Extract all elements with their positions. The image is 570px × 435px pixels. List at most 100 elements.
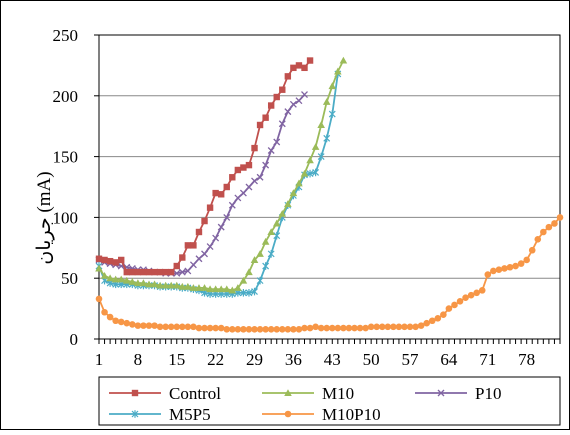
data-point-m5p5 bbox=[328, 110, 336, 118]
data-point-control bbox=[95, 255, 103, 262]
data-point-m10p10 bbox=[412, 323, 419, 331]
data-point-m10p10 bbox=[517, 260, 525, 267]
data-point-m10 bbox=[145, 280, 153, 288]
data-point-m10p10 bbox=[201, 324, 208, 332]
data-point-m10p10 bbox=[290, 325, 297, 333]
data-point-control bbox=[206, 204, 214, 211]
data-point-p10 bbox=[206, 243, 214, 251]
data-point-m10 bbox=[95, 264, 103, 272]
data-point-m10p10 bbox=[328, 324, 336, 332]
x-tick-label: 64 bbox=[440, 350, 458, 369]
data-point-m10 bbox=[261, 237, 270, 245]
data-point-m10p10 bbox=[490, 267, 497, 275]
data-point-control bbox=[201, 217, 208, 225]
data-point-p10 bbox=[284, 108, 292, 116]
data-point-m10p10 bbox=[206, 324, 214, 332]
data-point-m10p10 bbox=[112, 317, 119, 325]
data-point-control bbox=[145, 268, 153, 276]
data-point-p10 bbox=[267, 147, 275, 154]
x-tick-label: 22 bbox=[207, 350, 224, 369]
data-point-p10 bbox=[278, 120, 286, 128]
data-point-m5p5 bbox=[267, 250, 275, 258]
data-point-m5p5 bbox=[251, 287, 258, 296]
data-point-m10p10 bbox=[545, 223, 553, 231]
data-point-m10 bbox=[172, 281, 181, 289]
data-point-m10p10 bbox=[356, 324, 364, 332]
data-point-m10p10 bbox=[140, 322, 147, 329]
data-point-m10p10 bbox=[506, 263, 514, 271]
data-point-m10p10 bbox=[462, 294, 469, 301]
data-point-m10p10 bbox=[95, 295, 103, 303]
data-point-m10p10 bbox=[229, 325, 236, 333]
data-point-m10 bbox=[200, 284, 209, 291]
data-point-p10 bbox=[195, 255, 203, 263]
data-point-control bbox=[173, 262, 180, 270]
data-point-m10 bbox=[306, 156, 314, 164]
data-point-m10 bbox=[239, 276, 248, 284]
y-tick-label: 150 bbox=[53, 148, 79, 167]
data-point-control bbox=[223, 183, 230, 191]
data-point-m10 bbox=[111, 275, 120, 283]
data-point-m10p10 bbox=[540, 228, 547, 236]
x-axis: 1 8 15 22 29 36 43 50 57 64 71 78 bbox=[95, 339, 561, 369]
data-point-m10p10 bbox=[173, 323, 181, 331]
data-point-m10 bbox=[295, 179, 303, 187]
data-point-m5p5 bbox=[245, 288, 253, 297]
data-point-m10 bbox=[117, 275, 126, 283]
data-point-m10p10 bbox=[184, 323, 192, 331]
data-point-p10-stroke bbox=[228, 201, 236, 209]
data-point-control bbox=[256, 121, 264, 129]
data-point-control bbox=[212, 189, 219, 197]
data-point-m10 bbox=[189, 284, 198, 291]
data-point-m10p10 bbox=[195, 324, 203, 332]
data-point-m10p10 bbox=[256, 325, 264, 333]
data-point-m10p10 bbox=[478, 287, 486, 294]
series-lines bbox=[95, 56, 564, 333]
data-point-m10 bbox=[100, 271, 109, 279]
data-point-control bbox=[195, 228, 203, 236]
legend-label: Control bbox=[169, 384, 221, 403]
data-point-m10p10 bbox=[317, 324, 325, 332]
y-tick-label: 200 bbox=[53, 87, 79, 106]
data-point-p10 bbox=[273, 138, 281, 146]
data-point-m10p10 bbox=[240, 325, 247, 333]
data-point-p10 bbox=[295, 97, 303, 105]
data-point-m10p10 bbox=[101, 308, 108, 316]
data-point-m10p10 bbox=[129, 321, 136, 328]
data-point-m10p10 bbox=[134, 322, 142, 329]
data-point-m10p10 bbox=[306, 324, 314, 332]
data-point-m10 bbox=[317, 121, 325, 128]
data-point-m10p10 bbox=[523, 256, 530, 264]
data-point-m10p10 bbox=[212, 324, 219, 332]
data-point-m5p5 bbox=[256, 276, 264, 285]
data-point-m10 bbox=[106, 274, 114, 282]
x-tick-label: 50 bbox=[363, 350, 380, 369]
data-point-m10p10 bbox=[395, 323, 403, 331]
data-point-p10 bbox=[201, 250, 208, 258]
data-point-m10 bbox=[289, 189, 298, 197]
data-point-m10 bbox=[139, 279, 148, 287]
x-tick-label: 29 bbox=[246, 350, 263, 369]
legend-swatch-marker bbox=[131, 389, 139, 397]
data-point-m10 bbox=[134, 279, 142, 287]
data-point-p10-stroke bbox=[217, 223, 225, 231]
data-point-p10 bbox=[184, 267, 192, 275]
data-point-m10 bbox=[122, 276, 131, 284]
legend-swatch-marker bbox=[131, 410, 139, 418]
data-point-m10p10 bbox=[251, 325, 258, 333]
data-point-control bbox=[217, 191, 225, 198]
data-point-m10 bbox=[300, 169, 309, 177]
data-point-m10p10 bbox=[473, 289, 480, 297]
data-point-m10p10 bbox=[167, 323, 175, 331]
data-point-control bbox=[156, 268, 164, 276]
data-point-p10 bbox=[251, 177, 258, 185]
data-point-p10 bbox=[223, 213, 231, 221]
data-point-m10p10 bbox=[345, 324, 353, 332]
legend-item-m10: M10 bbox=[262, 384, 354, 403]
data-point-m10 bbox=[195, 284, 203, 291]
data-point-control bbox=[284, 73, 292, 80]
data-point-m10p10 bbox=[428, 317, 436, 325]
data-point-control bbox=[129, 268, 136, 276]
data-point-m10p10 bbox=[351, 324, 358, 332]
data-point-m10p10 bbox=[217, 324, 225, 332]
